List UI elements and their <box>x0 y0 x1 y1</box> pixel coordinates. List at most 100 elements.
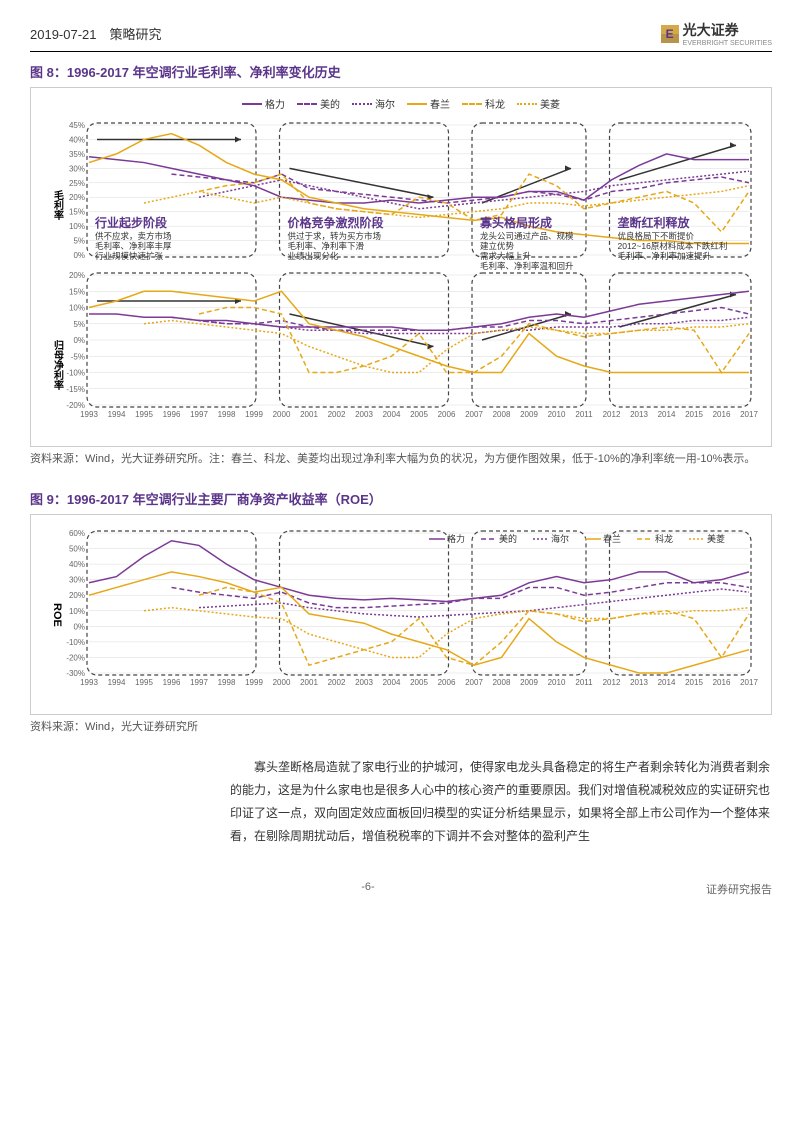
svg-text:-30%: -30% <box>66 669 85 678</box>
svg-text:15%: 15% <box>69 208 85 217</box>
svg-text:业绩出现分化: 业绩出现分化 <box>288 251 340 261</box>
svg-text:20%: 20% <box>69 591 85 600</box>
svg-text:垄断红利释放: 垄断红利释放 <box>618 215 691 230</box>
page-header: 2019-07-21 策略研究 E 光大证券 EVERBRIGHT SECURI… <box>30 20 772 52</box>
svg-text:25%: 25% <box>69 179 85 188</box>
svg-text:0%: 0% <box>73 251 85 260</box>
svg-text:2015: 2015 <box>685 410 703 419</box>
page-footer: -6- 证券研究报告 <box>30 877 772 897</box>
svg-text:1996: 1996 <box>163 410 181 419</box>
svg-text:价格竞争激烈阶段: 价格竞争激烈阶段 <box>288 215 385 230</box>
fig8-legend: 格力美的海尔春兰科龙美菱 <box>39 96 763 111</box>
svg-text:1999: 1999 <box>245 410 263 419</box>
svg-text:45%: 45% <box>69 121 85 130</box>
svg-text:2012: 2012 <box>603 678 621 687</box>
svg-text:20%: 20% <box>69 271 85 280</box>
svg-text:60%: 60% <box>69 529 85 538</box>
svg-text:供过于求，转为买方市场: 供过于求，转为买方市场 <box>288 231 382 241</box>
svg-text:1994: 1994 <box>108 678 126 687</box>
svg-text:2013: 2013 <box>630 410 648 419</box>
fig9-chart: -30%-20%-10%0%10%20%30%40%50%60%格力美的海尔春兰… <box>30 514 772 715</box>
svg-text:35%: 35% <box>69 150 85 159</box>
svg-text:1998: 1998 <box>218 410 236 419</box>
svg-text:5%: 5% <box>73 237 85 246</box>
legend-item: 海尔 <box>352 96 395 111</box>
svg-text:2011: 2011 <box>575 410 593 419</box>
svg-text:ROE: ROE <box>51 603 63 627</box>
svg-text:1999: 1999 <box>245 678 263 687</box>
svg-text:2015: 2015 <box>685 678 703 687</box>
svg-text:2001: 2001 <box>300 678 318 687</box>
body-paragraph: 寡头垄断格局造就了家电行业的护城河，使得家电龙头具备稳定的将生产者剩余转化为消费… <box>230 756 772 847</box>
svg-text:格力: 格力 <box>447 533 465 544</box>
svg-text:科龙: 科龙 <box>655 533 673 544</box>
svg-text:2009: 2009 <box>520 410 538 419</box>
svg-text:2016: 2016 <box>713 678 731 687</box>
svg-text:40%: 40% <box>69 135 85 144</box>
legend-item: 美的 <box>297 96 340 111</box>
svg-text:行业规模快速扩张: 行业规模快速扩张 <box>95 251 164 261</box>
footer-page: -6- <box>361 881 374 897</box>
svg-text:2000: 2000 <box>273 410 291 419</box>
svg-text:30%: 30% <box>69 575 85 584</box>
svg-text:2005: 2005 <box>410 678 428 687</box>
svg-text:2002: 2002 <box>328 678 346 687</box>
svg-text:2006: 2006 <box>438 410 456 419</box>
svg-text:40%: 40% <box>69 560 85 569</box>
svg-text:2004: 2004 <box>383 678 401 687</box>
svg-text:-15%: -15% <box>66 385 85 394</box>
svg-text:-5%: -5% <box>71 352 85 361</box>
svg-text:建立优势: 建立优势 <box>480 241 515 251</box>
svg-text:美的: 美的 <box>499 533 517 544</box>
svg-text:20%: 20% <box>69 193 85 202</box>
svg-text:归母净利率: 归母净利率 <box>52 339 64 391</box>
svg-text:1995: 1995 <box>135 410 153 419</box>
svg-text:龙头公司通过产品、规模: 龙头公司通过产品、规模 <box>480 231 574 241</box>
svg-text:2009: 2009 <box>520 678 538 687</box>
fig9-source: 资料来源：Wind，光大证券研究所 <box>30 719 772 737</box>
svg-text:毛利率、净利率丰厚: 毛利率、净利率丰厚 <box>95 241 172 251</box>
svg-text:-10%: -10% <box>66 369 85 378</box>
svg-text:50%: 50% <box>69 544 85 553</box>
svg-text:寡头格局形成: 寡头格局形成 <box>479 215 552 230</box>
svg-text:2016: 2016 <box>713 410 731 419</box>
fig8-svg: 0%5%10%15%20%25%30%35%40%45%毛利率-20%-15%-… <box>39 115 759 435</box>
svg-text:2017: 2017 <box>740 410 758 419</box>
svg-text:2008: 2008 <box>493 410 511 419</box>
svg-text:-20%: -20% <box>66 401 85 410</box>
fig8-source: 资料来源：Wind，光大证券研究所。注：春兰、科龙、美菱均出现过净利率大幅为负的… <box>30 451 772 469</box>
svg-text:2013: 2013 <box>630 678 648 687</box>
svg-text:2012~16原材料成本下跌红利: 2012~16原材料成本下跌红利 <box>618 241 728 251</box>
logo-cn: 光大证券 <box>683 20 772 40</box>
svg-text:0%: 0% <box>73 336 85 345</box>
svg-text:春兰: 春兰 <box>603 533 621 544</box>
logo-mark-icon: E <box>661 25 679 43</box>
svg-text:毛利率、净利率下滑: 毛利率、净利率下滑 <box>288 241 365 251</box>
svg-text:海尔: 海尔 <box>551 533 569 544</box>
logo-en: EVERBRIGHT SECURITIES <box>683 40 772 47</box>
svg-text:2007: 2007 <box>465 678 483 687</box>
svg-text:10%: 10% <box>69 222 85 231</box>
svg-text:5%: 5% <box>73 320 85 329</box>
svg-text:2006: 2006 <box>438 678 456 687</box>
svg-text:2012: 2012 <box>603 410 621 419</box>
svg-text:毛利率、净利率温和回升: 毛利率、净利率温和回升 <box>480 261 574 271</box>
svg-text:毛利率、净利率加速提升: 毛利率、净利率加速提升 <box>618 251 712 261</box>
svg-text:1997: 1997 <box>190 678 208 687</box>
svg-text:10%: 10% <box>69 304 85 313</box>
svg-text:1993: 1993 <box>80 678 98 687</box>
svg-text:2003: 2003 <box>355 678 373 687</box>
svg-text:2010: 2010 <box>548 410 566 419</box>
svg-text:10%: 10% <box>69 606 85 615</box>
fig8-title: 图 8：1996-2017 年空调行业毛利率、净利率变化历史 <box>30 62 772 81</box>
svg-text:2002: 2002 <box>328 410 346 419</box>
svg-text:2000: 2000 <box>273 678 291 687</box>
svg-text:15%: 15% <box>69 287 85 296</box>
svg-text:2014: 2014 <box>658 678 676 687</box>
legend-item: 春兰 <box>407 96 450 111</box>
svg-text:2010: 2010 <box>548 678 566 687</box>
footer-right: 证券研究报告 <box>706 881 772 897</box>
svg-text:需求大幅上升: 需求大幅上升 <box>480 251 532 261</box>
svg-text:2004: 2004 <box>383 410 401 419</box>
svg-text:2001: 2001 <box>300 410 318 419</box>
